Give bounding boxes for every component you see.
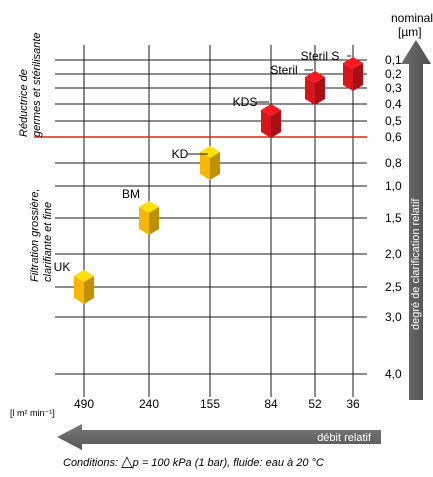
x-tick-label: 52	[308, 397, 322, 411]
marker-left-face	[139, 207, 149, 235]
flow-arrow-label: débit relatif	[317, 432, 372, 444]
footnote: Conditions: △p = 100 kPa (1 bar), fluide…	[63, 453, 324, 470]
marker-label: KDS	[233, 95, 258, 109]
y-tick-label: 0,1	[385, 53, 402, 67]
y-tick-label: 0,5	[385, 114, 402, 128]
y-axis-ticks: 0,10,20,3 0,4 0,5 0,6 0,8 1,0 1,5 2,0 2,5 3,0 4,0	[385, 53, 402, 381]
filter-markers: UK BM KD KDS Steril Steril S	[54, 49, 363, 304]
clarification-arrow: degré de clarification relatif	[401, 40, 431, 400]
clarification-arrow-label: degré de clarification relatif	[410, 198, 422, 330]
marker-label: UK	[54, 260, 71, 274]
y-axis-unit-line1: nominal	[391, 11, 433, 25]
marker-bm: BM	[122, 187, 159, 235]
x-tick-label: 240	[139, 397, 159, 411]
y-tick-label: 3,0	[385, 310, 402, 324]
y-tick-label: 0,4	[385, 97, 402, 111]
y-tick-label: 1,5	[385, 211, 402, 225]
marker-left-face	[343, 63, 353, 91]
x-axis-unit: [l m² min⁻¹]	[10, 408, 55, 418]
x-tick-label: 490	[74, 397, 94, 411]
y-tick-label: 2,5	[385, 280, 402, 294]
delta-symbol: △	[121, 453, 133, 470]
marker-left-face	[74, 276, 84, 304]
marker-left-face	[200, 152, 210, 180]
footnote-prefix: Conditions:	[63, 457, 121, 469]
marker-label: KD	[172, 147, 189, 161]
marker-label: Steril S	[301, 49, 340, 63]
marker-right-face	[271, 110, 281, 138]
marker-steril-s: Steril S	[301, 49, 363, 91]
marker-left-face	[261, 110, 271, 138]
region-label-coarse: Filtration grossière,	[29, 188, 41, 282]
x-tick-label: 155	[200, 397, 220, 411]
marker-kds: KDS	[233, 95, 281, 138]
region-label-sterile-line1: Réductrice de	[18, 69, 30, 137]
marker-uk: UK	[54, 260, 94, 304]
marker-steril: Steril	[270, 63, 325, 105]
marker-right-face	[315, 77, 325, 105]
marker-right-face	[210, 152, 220, 180]
region-label-coarse-line2: clarifiante et fine	[42, 202, 54, 282]
region-label-sterile-line2: germes et stérilisante	[31, 32, 43, 137]
footnote-text: p = 100 kPa (1 bar), fluide: eau à 20 °C	[132, 457, 324, 469]
y-axis-unit-line2: [µm]	[398, 25, 422, 39]
x-axis-ticks: 490 240 155 84 52 36	[74, 397, 360, 411]
y-tick-label: 1,0	[385, 179, 402, 193]
y-tick-label: 0,8	[385, 156, 402, 170]
marker-kd: KD	[172, 146, 220, 180]
y-tick-label: 2,0	[385, 247, 402, 261]
y-tick-label: 0,2	[385, 67, 402, 81]
marker-right-face	[84, 276, 94, 304]
chart-grid	[55, 45, 367, 397]
x-tick-label: 36	[346, 397, 360, 411]
region-label-sterile-2: germes et stérilisante	[31, 32, 43, 137]
marker-left-face	[305, 77, 315, 105]
marker-right-face	[353, 63, 363, 91]
marker-label: BM	[122, 187, 140, 201]
y-tick-label: 0,3	[385, 81, 402, 95]
y-tick-label: 0,6	[385, 130, 402, 144]
region-label-coarse-line1: Filtration grossière,	[29, 188, 41, 282]
y-tick-label: 4,0	[385, 367, 402, 381]
marker-right-face	[149, 207, 159, 235]
flow-arrow: débit relatif	[57, 424, 381, 450]
region-label-sterile: Réductrice de	[18, 69, 30, 137]
marker-label: Steril	[270, 63, 297, 77]
region-label-coarse-2: clarifiante et fine	[42, 202, 54, 282]
x-tick-label: 84	[264, 397, 278, 411]
